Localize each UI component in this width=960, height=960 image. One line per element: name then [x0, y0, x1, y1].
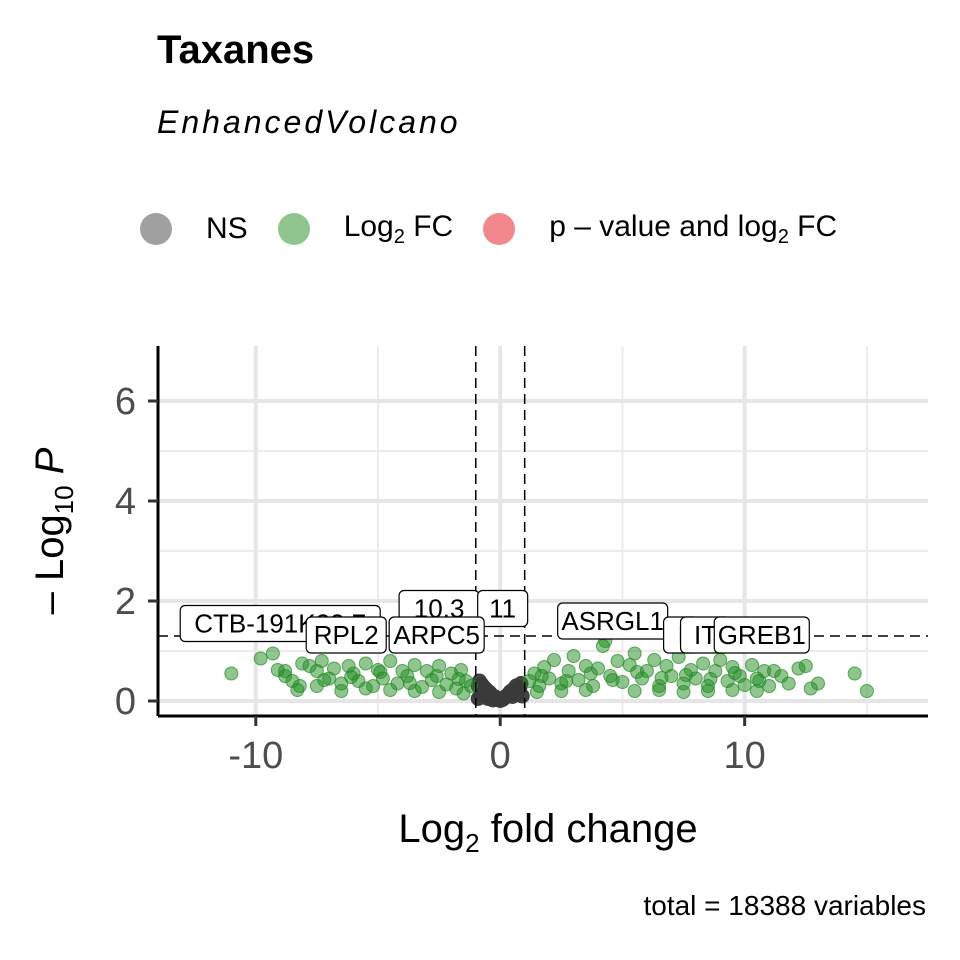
y-tick-label: 4 [115, 481, 136, 523]
point-log2fc [627, 684, 642, 698]
point-log2fc [654, 671, 669, 685]
point-log2fc [407, 658, 422, 672]
gene-label-box [305, 616, 387, 654]
legend-item-pvalue-log2fc: p – value and log2 FC [483, 210, 837, 249]
point-log2fc [327, 661, 341, 676]
point-log2fc [317, 673, 332, 687]
point-log2fc [402, 676, 417, 690]
point-log2fc [781, 676, 796, 691]
point-log2fc [383, 683, 398, 697]
point-log2fc [701, 684, 715, 698]
gene-label-box [713, 616, 810, 654]
legend-label-log2fc: Log2 FC [343, 209, 454, 248]
point-log2fc [859, 684, 874, 698]
point-log2fc [652, 683, 667, 697]
point-log2fc [610, 654, 625, 668]
point-log2fc [547, 653, 561, 667]
legend-item-log2fc: Log2 FC [277, 209, 454, 249]
point-log2fc [534, 669, 549, 683]
chart-subtitle: EnhancedVolcano [157, 104, 461, 140]
point-log2fc [630, 665, 645, 679]
point-log2fc [383, 654, 398, 668]
y-tick-label: 6 [115, 381, 136, 423]
caption: total = 18388 variables [643, 890, 926, 921]
gene-label: RPL2 [305, 616, 387, 654]
legend-label-ns: NS [206, 212, 248, 245]
y-tick-label: 0 [115, 681, 136, 723]
x-tick-label: 10 [724, 735, 766, 777]
point-log2fc [578, 683, 593, 697]
point-log2fc [703, 672, 718, 686]
point-log2fc [696, 656, 711, 671]
point-log2fc [432, 685, 447, 699]
point-log2fc [745, 658, 759, 672]
point-log2fc [559, 674, 574, 688]
point-log2fc [811, 676, 825, 691]
chart-title: Taxanes [157, 28, 315, 72]
y-tick-label: 2 [115, 581, 136, 623]
point-log2fc [358, 681, 373, 696]
legend-key-ns [140, 213, 172, 245]
point-log2fc [647, 653, 662, 667]
legend-key-log2fc [277, 213, 310, 245]
point-log2fc [847, 666, 862, 681]
y-axis-title: – Log10 P [28, 447, 79, 614]
gene-label: 11 [477, 589, 529, 628]
point-log2fc [344, 670, 359, 684]
gene-label: ARPC5 [388, 616, 485, 654]
point-log2fc [292, 679, 307, 693]
point-log2fc [456, 686, 471, 701]
gene-label-text: 11 [489, 594, 516, 624]
gene-label-box [477, 589, 529, 628]
gene-label: ASRGL1 [557, 602, 669, 640]
point-log2fc [752, 674, 767, 688]
point-log2fc [278, 664, 293, 678]
legend-key-pvalue-log2fc [483, 213, 516, 245]
x-axis-title: Log2 fold change [398, 807, 697, 858]
gene-label: GREB1 [713, 616, 810, 654]
legend: NS Log2 FC p – value and log2 FC [140, 205, 867, 253]
point-log2fc [334, 684, 349, 698]
point-log2fc [253, 651, 268, 666]
point-log2fc [314, 654, 329, 668]
point-log2fc [265, 646, 280, 661]
point-log2fc [583, 666, 598, 681]
point-log2fc [737, 678, 752, 692]
gene-label-text: RPL2 [314, 620, 379, 650]
point-log2fc [429, 669, 444, 683]
gene-label-text: ASRGL1 [561, 606, 664, 636]
point-log2fc [566, 649, 581, 663]
point-log2fc [679, 668, 693, 682]
point-log2fc [627, 646, 642, 661]
legend-item-ns: NS [140, 212, 248, 246]
point-log2fc [727, 666, 742, 680]
point-log2fc [713, 653, 728, 667]
point-ns [496, 690, 512, 706]
point-log2fc [605, 673, 620, 687]
point-log2fc [451, 672, 466, 686]
x-tick-label: 0 [490, 735, 511, 777]
point-log2fc [767, 664, 781, 678]
gene-label-text: IT [694, 620, 717, 650]
point-log2fc [676, 685, 691, 699]
point-log2fc [725, 683, 740, 697]
legend-label-pvalue-log2fc: p – value and log2 FC [549, 209, 838, 248]
gene-label-box [388, 616, 485, 654]
point-log2fc [224, 666, 239, 681]
point-log2fc [358, 656, 373, 671]
point-log2fc [373, 665, 388, 679]
gene-label-text: GREB1 [718, 620, 806, 650]
point-log2fc [798, 659, 813, 673]
x-tick-label: -10 [228, 735, 283, 777]
point-log2fc [529, 685, 544, 699]
gene-label-text: ARPC5 [393, 620, 480, 650]
